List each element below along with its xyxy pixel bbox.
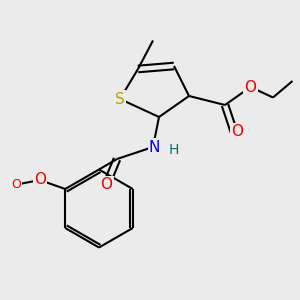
Text: O: O — [244, 80, 256, 94]
Text: O: O — [231, 124, 243, 140]
Text: O: O — [11, 178, 21, 191]
Text: N: N — [149, 140, 160, 154]
Text: O: O — [34, 172, 46, 188]
Text: H: H — [169, 143, 179, 157]
Text: O: O — [100, 177, 112, 192]
Text: S: S — [115, 92, 125, 106]
